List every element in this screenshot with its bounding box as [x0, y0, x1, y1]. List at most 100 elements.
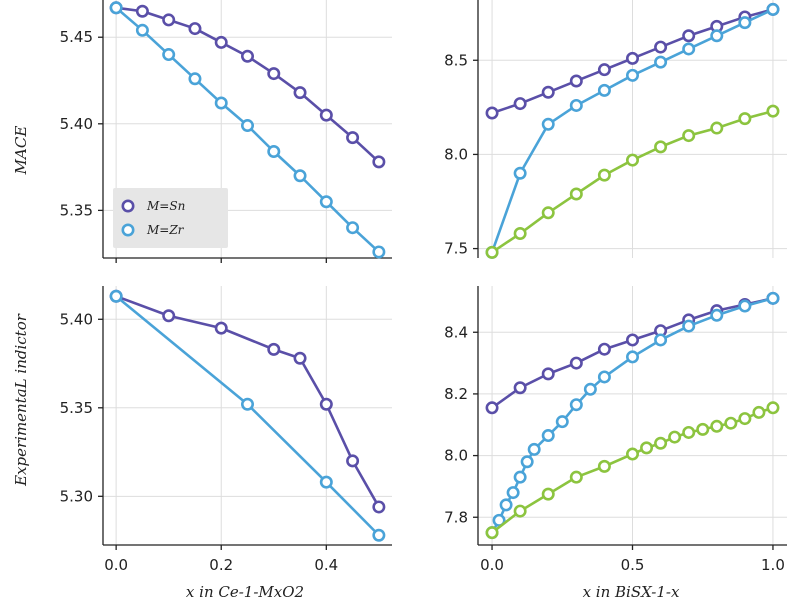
y-tick-label: 5.30 [60, 487, 93, 505]
panel-top-right: 7.5 8.0 8.5 [444, 0, 787, 259]
data-point-zr [520, 455, 534, 469]
data-point-sn [346, 454, 360, 468]
data-point-zr [267, 145, 281, 159]
y-axis-title-top: MACE [12, 126, 30, 176]
data-point-sn [162, 309, 176, 323]
legend-box [113, 188, 228, 248]
data-point-bi [485, 245, 499, 259]
data-point-sn [569, 356, 583, 370]
x-tick-label: 0.0 [104, 556, 128, 574]
data-point-zr [188, 72, 202, 86]
data-point-bi [710, 419, 724, 433]
data-point-sn [372, 155, 386, 169]
data-point-sn [293, 86, 307, 100]
y-tick-label: 7.8 [444, 508, 468, 526]
series-line-zr [115, 295, 380, 537]
data-point-sn [346, 131, 360, 145]
panel-bottom-left: 5.30 5.35 5.40 0.0 0.2 0.4 [60, 286, 392, 574]
x-tick-label: 0.4 [314, 556, 338, 574]
data-point-bi [513, 227, 527, 241]
data-point-zr [319, 475, 333, 489]
data-point-sn [513, 381, 527, 395]
data-point-zr [710, 29, 724, 43]
data-point-bi [625, 153, 639, 167]
data-point-zr [109, 1, 123, 15]
data-point-bi [752, 405, 766, 419]
data-point-bi [485, 526, 499, 540]
data-point-zr [513, 166, 527, 180]
data-point-bi [541, 487, 555, 501]
data-point-sn [654, 40, 668, 54]
data-point-bi [569, 470, 583, 484]
x-tick-label: 0.2 [209, 556, 233, 574]
data-point-zr [527, 442, 541, 456]
data-point-sn [372, 500, 386, 514]
data-point-bi [597, 459, 611, 473]
data-point-zr [499, 498, 513, 512]
data-point-sn [267, 342, 281, 356]
data-point-sn [214, 35, 228, 49]
data-point-sn [597, 342, 611, 356]
data-point-bi [696, 422, 710, 436]
y-tick-label: 8.0 [444, 145, 468, 163]
y-tick-label: 5.40 [60, 115, 93, 133]
data-point-bi [654, 436, 668, 450]
data-point-sn [319, 108, 333, 122]
x-axis-title-right: x in BiSX-1-x [583, 583, 680, 601]
data-point-sn [293, 351, 307, 365]
data-point-bi [738, 112, 752, 126]
data-point-zr [541, 429, 555, 443]
panel-bottom-right: 7.8 8.0 8.2 8.4 0.0 0.5 1.0 [444, 286, 787, 574]
data-point-zr [597, 83, 611, 97]
y-tick-label: 8.5 [444, 51, 468, 69]
data-point-zr [597, 370, 611, 384]
data-point-zr [682, 319, 696, 333]
data-point-zr [738, 16, 752, 30]
data-point-zr [625, 68, 639, 82]
data-point-sn [319, 397, 333, 411]
data-point-zr [135, 23, 149, 37]
data-point-sn [541, 85, 555, 99]
data-point-sn [541, 367, 555, 381]
data-point-bi [597, 168, 611, 182]
data-point-sn [135, 4, 149, 18]
y-tick-label: 5.35 [60, 201, 93, 219]
data-point-sn [485, 401, 499, 415]
legend-label-zr: M=Zr [146, 223, 185, 237]
y-tick-label: 8.2 [444, 385, 468, 403]
data-point-bi [710, 121, 724, 135]
data-point-sn [682, 29, 696, 43]
y-tick-label: 5.35 [60, 399, 93, 417]
data-point-zr [346, 221, 360, 235]
series-line-bi [491, 406, 774, 534]
y-tick-label: 8.4 [444, 323, 468, 341]
data-point-sn [162, 13, 176, 27]
data-point-bi [625, 447, 639, 461]
data-point-bi [541, 206, 555, 220]
y-tick-label: 8.0 [444, 447, 468, 465]
data-point-sn [241, 49, 255, 63]
data-point-bi [738, 412, 752, 426]
data-point-sn [267, 67, 281, 81]
legend-label-sn: M=Sn [146, 199, 185, 213]
data-point-zr [492, 513, 506, 527]
data-point-bi [654, 140, 668, 154]
x-axis-title-left: x in Ce-1-MxO2 [186, 583, 304, 601]
data-point-zr [738, 299, 752, 313]
data-point-sn [513, 97, 527, 111]
data-point-bi [640, 441, 654, 455]
data-point-bi [682, 425, 696, 439]
x-tick-label: 0.5 [621, 556, 645, 574]
data-point-sn [214, 321, 228, 335]
data-point-zr [710, 308, 724, 322]
data-point-sn [485, 106, 499, 120]
data-point-zr [766, 291, 780, 305]
data-point-zr [506, 486, 520, 500]
x-tick-label: 0.0 [480, 556, 504, 574]
data-point-bi [682, 129, 696, 143]
data-point-sn [188, 22, 202, 36]
legend-marker-sn [121, 199, 135, 213]
data-point-zr [583, 382, 597, 396]
panel-top-left: 5.35 5.40 5.45 M=Sn M=Zr [60, 0, 392, 263]
